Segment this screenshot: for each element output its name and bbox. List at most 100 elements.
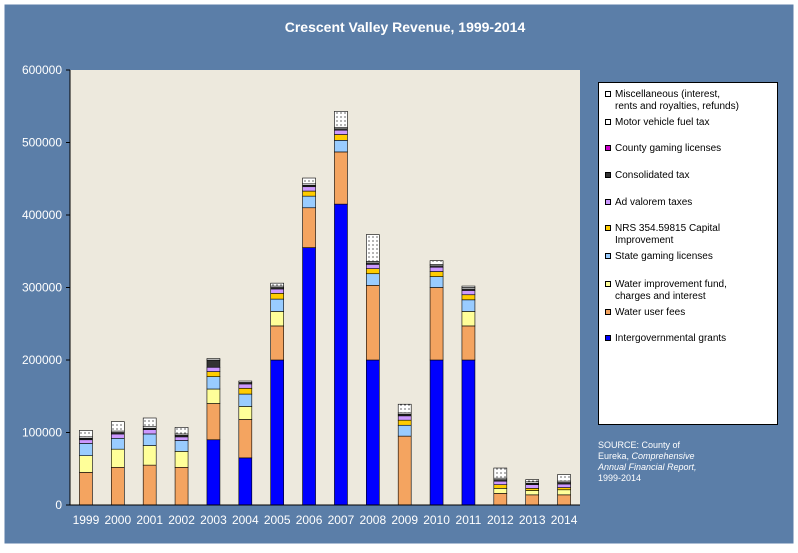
legend-swatch (605, 119, 611, 125)
bar-segment (238, 383, 253, 389)
bar-segment (206, 358, 221, 361)
source-line-2: Eureka, Comprehensive (598, 451, 783, 462)
bar-segment (493, 480, 508, 486)
x-tick-label: 2013 (519, 513, 546, 527)
legend-label: State gaming licenses (615, 251, 713, 262)
x-tick-label: 2006 (296, 513, 323, 527)
bar-segment (111, 437, 125, 450)
bar-segment (397, 403, 412, 414)
bar-segment (142, 429, 157, 435)
bar-segment (461, 325, 476, 361)
bar-segment (461, 290, 476, 296)
chart-title: Crescent Valley Revenue, 1999-2014 (285, 19, 526, 35)
bar-segment (79, 430, 93, 438)
bar-segment (334, 140, 348, 153)
bar-segment (142, 417, 157, 427)
bar-segment (238, 380, 253, 383)
bar-segment (238, 419, 253, 459)
bar-segment (238, 406, 253, 420)
bar-segment (111, 448, 125, 468)
bar-segment (302, 186, 316, 192)
bar-segment (270, 292, 284, 300)
bar-segment (302, 190, 316, 197)
source-line-2-italic: Comprehensive (631, 451, 695, 461)
bar-segment (174, 440, 189, 452)
bar-segment (429, 359, 444, 506)
bar-segment (493, 493, 508, 506)
bar-segment (79, 455, 93, 473)
bar-segment (174, 427, 189, 435)
bar-segment (366, 268, 380, 275)
bar-segment (206, 371, 221, 377)
bar-segment (206, 403, 221, 441)
bar-segment (366, 285, 380, 361)
bar-segment (270, 288, 284, 294)
bar-segment (302, 207, 316, 248)
source-line-3-italic: Annual Financial Report, (598, 462, 697, 472)
bar-segment (111, 433, 125, 439)
source-line-2-plain: Eureka, (598, 451, 632, 461)
bar-segment (334, 129, 348, 135)
y-tick-label: 500000 (22, 136, 62, 150)
source-line-3: Annual Financial Report, (598, 462, 783, 473)
legend-label: Water user fees (615, 307, 686, 318)
bar-segment (461, 359, 476, 506)
legend-label: Ad valorem taxes (615, 197, 693, 208)
x-tick-label: 2012 (487, 513, 514, 527)
x-tick-label: 2009 (391, 513, 418, 527)
y-tick-label: 200000 (22, 353, 62, 367)
source-note: SOURCE: County of Eureka, Comprehensive … (598, 440, 783, 484)
x-tick-label: 2002 (168, 513, 195, 527)
legend-label: Intergovernmental grants (615, 333, 727, 344)
legend-swatch (605, 335, 611, 341)
legend-label: Motor vehicle fuel tax (615, 117, 710, 128)
bar-segment (429, 276, 444, 288)
y-tick-label: 400000 (22, 208, 62, 222)
x-tick-label: 1999 (73, 513, 100, 527)
source-line-4: 1999-2014 (598, 473, 642, 483)
bar-segment (557, 494, 571, 506)
bar-segment (270, 282, 284, 287)
bar-segment (493, 467, 508, 479)
bars-group (79, 111, 571, 506)
bar-segment (429, 260, 444, 265)
bar-segment (366, 234, 380, 262)
legend-label: County gaming licenses (615, 143, 722, 154)
bar-segment (493, 484, 508, 489)
bar-segment (302, 195, 316, 209)
legend-swatch (605, 281, 611, 287)
bar-segment (142, 464, 157, 506)
bar-segment (557, 487, 571, 491)
bar-segment (302, 247, 316, 506)
legend-swatch (605, 91, 611, 97)
x-tick-label: 2000 (104, 513, 131, 527)
y-tick-label: 0 (55, 498, 62, 512)
bar-segment (334, 111, 348, 128)
bar-segment (79, 443, 93, 456)
legend-label: Consolidated tax (615, 170, 690, 181)
bar-segment (206, 376, 221, 390)
bar-segment (174, 466, 189, 506)
bar-segment (429, 271, 444, 277)
bar-segment (525, 484, 539, 489)
x-tick-label: 2005 (264, 513, 291, 527)
x-tick-label: 2011 (456, 513, 482, 527)
bar-segment (270, 311, 284, 327)
bar-segment (238, 393, 253, 407)
bar-segment (270, 325, 284, 361)
bar-segment (238, 457, 253, 506)
y-axis: 0 100000 200000 300000 400000 500000 600000 (22, 63, 71, 512)
bar-segment (174, 436, 189, 441)
bar-segment (238, 387, 253, 395)
bar-segment (557, 474, 571, 482)
bar-segment (334, 203, 348, 506)
bar-segment (174, 451, 189, 468)
bar-segment (206, 359, 221, 368)
legend-swatch (605, 145, 611, 151)
bar-segment (111, 421, 125, 432)
x-tick-label: 2014 (551, 513, 578, 527)
bar-segment (461, 311, 476, 327)
bar-segment (461, 294, 476, 301)
bar-segment (397, 424, 412, 437)
bar-segment (142, 445, 157, 466)
